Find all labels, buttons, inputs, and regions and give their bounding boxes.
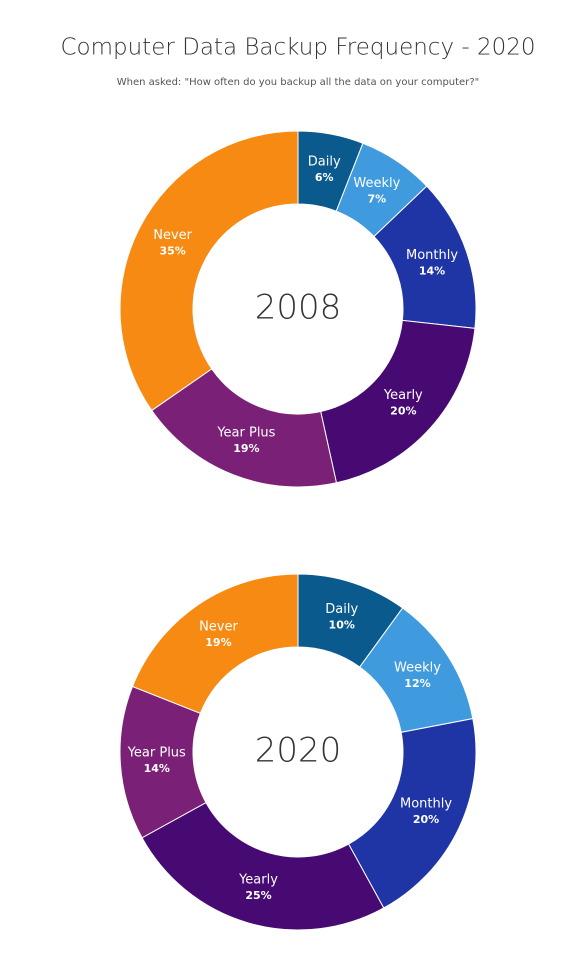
value-label: 20% — [413, 813, 439, 826]
segment-label: Monthly — [400, 797, 452, 812]
donut-segment — [119, 130, 299, 412]
segment-label: Weekly — [353, 176, 400, 191]
segment-label: Year Plus — [127, 745, 186, 760]
value-label: 14% — [144, 762, 170, 775]
value-label: 19% — [205, 636, 231, 649]
segment-label: Never — [199, 619, 238, 634]
segment-label: Monthly — [406, 248, 458, 263]
segment-label: Yearly — [238, 872, 278, 887]
segment-label: Yearly — [383, 388, 423, 403]
segment-label: Year Plus — [216, 425, 275, 440]
chart-subtitle: When asked: "How often do you backup all… — [117, 77, 479, 88]
donut-segment — [347, 718, 477, 909]
segment-label: Weekly — [394, 661, 441, 676]
donut-segment — [141, 801, 385, 931]
segment-label: Daily — [308, 154, 341, 169]
value-label: 14% — [419, 265, 445, 278]
value-label: 35% — [159, 244, 185, 257]
center-label: 2020 — [255, 731, 342, 771]
segment-label: Never — [153, 228, 192, 243]
segment-label: Daily — [325, 602, 358, 617]
donut-segment — [131, 573, 299, 714]
value-label: 20% — [390, 404, 416, 417]
value-label: 6% — [315, 171, 334, 184]
chart-title: Computer Data Backup Frequency - 2020 — [60, 35, 535, 61]
value-label: 7% — [367, 193, 386, 206]
value-label: 12% — [404, 677, 430, 690]
value-label: 25% — [245, 889, 271, 902]
value-label: 19% — [233, 442, 259, 455]
center-label: 2008 — [255, 288, 342, 328]
value-label: 10% — [329, 618, 355, 631]
